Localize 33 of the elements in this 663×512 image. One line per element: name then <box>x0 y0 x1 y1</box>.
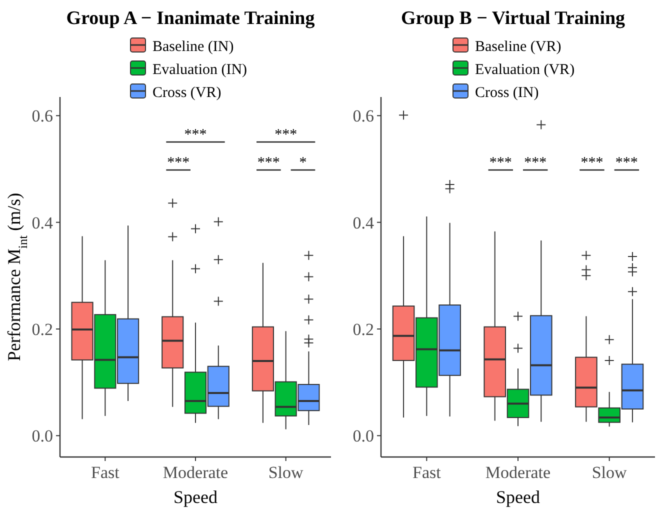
y-tick-label: 0.2 <box>32 320 53 339</box>
annotation: *** <box>184 127 207 143</box>
y-tick-label: 0.0 <box>352 426 374 446</box>
x-axis-title: Speed <box>496 487 540 507</box>
x-tick-label: Moderate <box>485 463 551 482</box>
legend-label: Baseline (VR) <box>475 39 562 55</box>
y-tick-label: 0.6 <box>32 106 53 126</box>
x-axis-title: Speed <box>174 487 218 507</box>
x-tick-label: Slow <box>592 463 628 482</box>
annotation: * <box>299 155 307 171</box>
legend-label: Evaluation (IN) <box>152 62 248 78</box>
annotation: *** <box>615 155 638 171</box>
y-tick-label: 0.6 <box>352 106 374 126</box>
annotation: *** <box>580 155 604 171</box>
annotation: *** <box>524 155 547 171</box>
legend-label: Evaluation (VR) <box>475 62 575 78</box>
x-tick-label: Fast <box>90 463 120 482</box>
legend-label: Baseline (IN) <box>152 39 234 55</box>
x-tick-label: Fast <box>412 463 442 482</box>
annotation: *** <box>489 155 512 171</box>
annotation: *** <box>274 127 298 143</box>
y-tick-label: 0.4 <box>32 213 54 232</box>
annotation: *** <box>167 155 190 171</box>
y-tick-label: 0.2 <box>352 320 374 339</box>
annotation: *** <box>257 155 280 171</box>
x-tick-label: Moderate <box>162 463 228 482</box>
chart-title: Group B − Virtual Training <box>400 8 626 29</box>
chart-title: Group A − Inanimate Training <box>66 8 316 29</box>
legend-label: Cross (VR) <box>152 85 222 101</box>
legend-label: Cross (IN) <box>475 85 539 101</box>
x-tick-label: Slow <box>268 463 304 482</box>
y-tick-label: 0.0 <box>32 426 53 446</box>
y-tick-label: 0.4 <box>352 213 374 232</box>
